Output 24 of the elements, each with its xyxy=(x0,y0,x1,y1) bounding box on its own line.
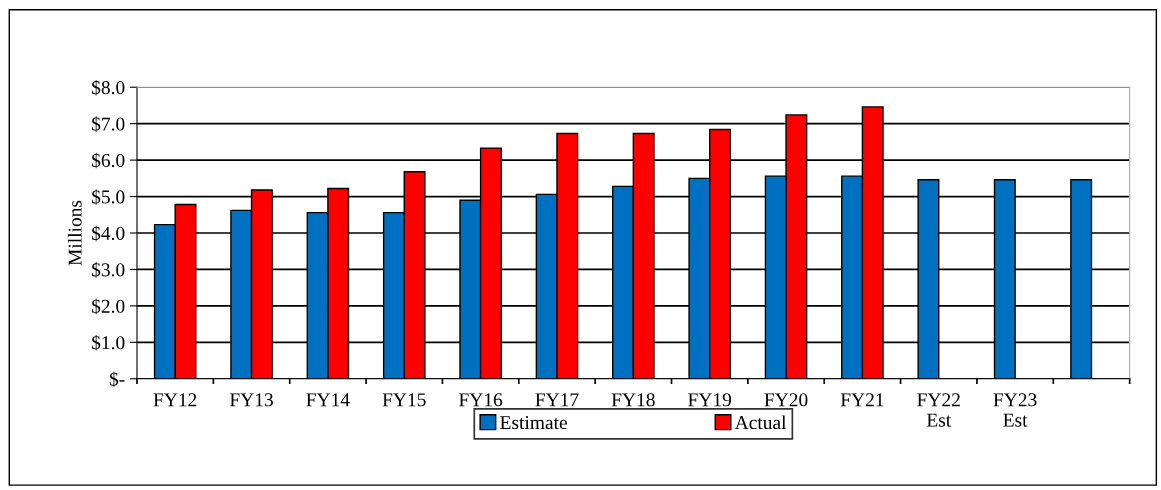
legend-label: Actual xyxy=(734,415,787,430)
x-tick-label: FY22 Est xyxy=(917,393,960,427)
x-tick-label: FY13 xyxy=(229,393,273,407)
x-tick-label: FY21 xyxy=(840,393,884,407)
y-tick-label: $7.0 xyxy=(92,116,125,132)
x-tick-label: FY18 xyxy=(611,393,655,407)
x-tick-label: FY15 xyxy=(382,393,426,407)
x-tick-label: FY14 xyxy=(306,393,350,407)
y-tick-label: $4.0 xyxy=(92,225,125,242)
y-tick-label: $1.0 xyxy=(92,334,125,351)
y-axis-title: Millions xyxy=(67,200,82,266)
y-tick-label: $2.0 xyxy=(92,298,125,315)
y-tick-label: $- xyxy=(109,371,125,387)
y-tick-label: $5.0 xyxy=(92,189,125,205)
y-tick-label: $3.0 xyxy=(92,262,125,278)
x-tick-label: FY12 xyxy=(153,393,197,407)
x-tick-label: FY17 xyxy=(535,393,579,407)
x-tick-label: FY19 xyxy=(688,393,732,407)
x-tick-label: FY23 Est xyxy=(993,393,1037,427)
y-tick-label: $8.0 xyxy=(92,79,125,96)
x-tick-label: FY16 xyxy=(459,393,503,407)
legend-label: Estimate xyxy=(500,416,567,430)
y-tick-label: $6.0 xyxy=(92,152,125,169)
x-tick-label: FY20 xyxy=(764,393,808,407)
